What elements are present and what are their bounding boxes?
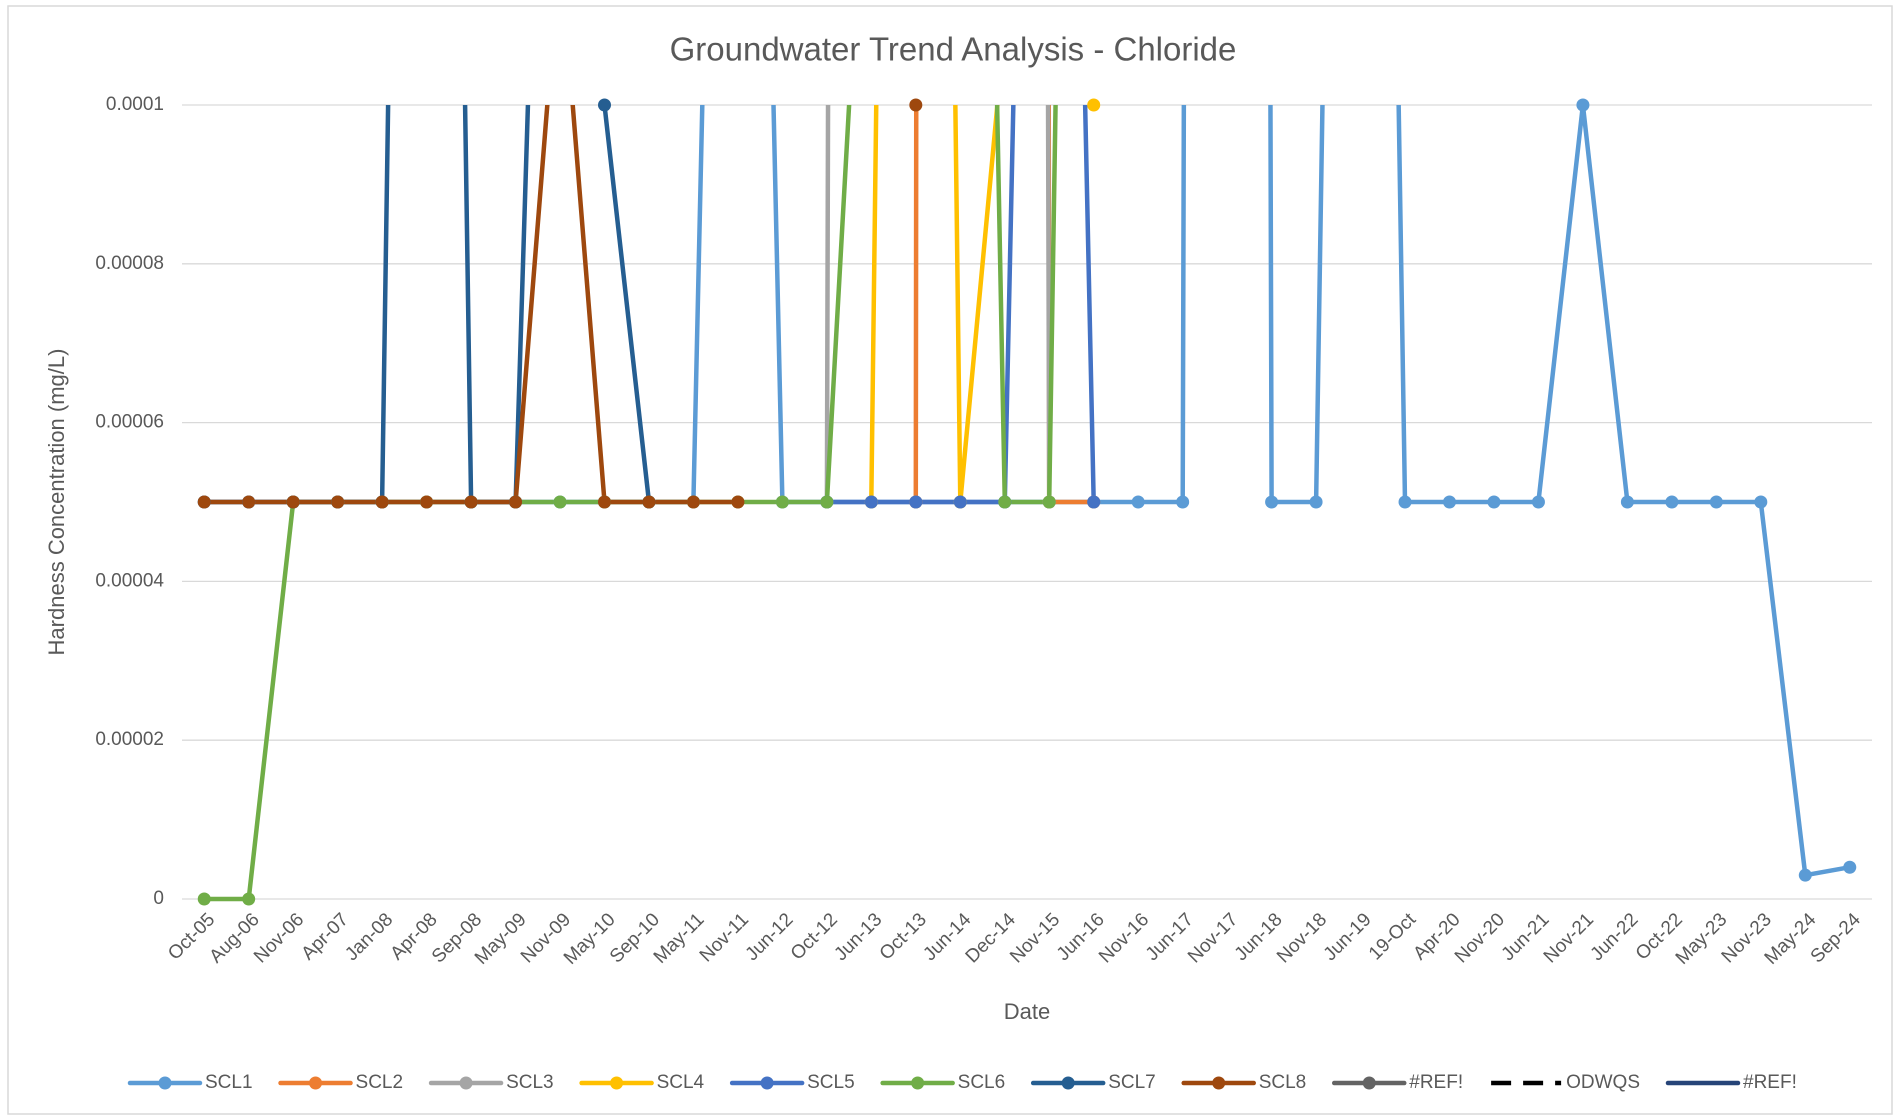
data-point	[1042, 495, 1056, 509]
data-point	[1798, 868, 1812, 882]
data-point	[509, 495, 523, 509]
legend-item: SCL4	[579, 1072, 705, 1093]
data-point	[1665, 495, 1679, 509]
data-point	[1843, 860, 1857, 874]
y-axis-title: Hardness Concentration (mg/L)	[44, 349, 69, 656]
legend-label: SCL1	[205, 1072, 253, 1093]
data-point	[731, 495, 745, 509]
data-point	[197, 892, 211, 906]
chart-border	[7, 5, 1893, 1115]
y-tick-label: 0.00008	[95, 253, 164, 274]
legend-label: SCL2	[356, 1072, 404, 1093]
data-point	[1398, 495, 1412, 509]
data-point	[375, 495, 389, 509]
y-tick-label: 0.00004	[95, 570, 164, 591]
legend-label: SCL7	[1108, 1072, 1156, 1093]
data-point	[464, 495, 478, 509]
legend-marker	[1362, 1076, 1376, 1090]
data-point	[1531, 495, 1545, 509]
legend-item: #REF!	[1665, 1072, 1797, 1093]
legend-label: SCL8	[1259, 1072, 1307, 1093]
legend-item: SCL7	[1030, 1072, 1156, 1093]
legend-marker	[158, 1076, 172, 1090]
legend-item: SCL3	[428, 1072, 554, 1093]
data-point	[909, 495, 923, 509]
data-point	[1265, 495, 1279, 509]
legend-label: SCL4	[657, 1072, 705, 1093]
legend: SCL1 SCL2 SCL3 SCL4 SCL5 SCL6 SCL7 SCL8 #REF! ODW…	[127, 1072, 1797, 1093]
chart-title: Groundwater Trend Analysis - Chloride	[670, 31, 1237, 68]
data-point	[242, 892, 256, 906]
data-point	[1309, 495, 1323, 509]
data-point	[998, 495, 1012, 509]
data-point	[642, 495, 656, 509]
legend-label: SCL6	[958, 1072, 1006, 1093]
data-point	[1131, 495, 1145, 509]
data-point	[1443, 495, 1456, 509]
data-point	[820, 495, 834, 509]
series-line	[913, 105, 1096, 505]
legend-item: ODWQS	[1491, 1072, 1640, 1093]
legend-item: SCL1	[127, 1072, 253, 1093]
legend-label: ODWQS	[1566, 1072, 1640, 1093]
data-point	[1709, 495, 1723, 509]
data-point	[1176, 495, 1190, 509]
legend-label: SCL3	[506, 1072, 554, 1093]
legend-item: #REF!	[1332, 1072, 1463, 1093]
data-point	[331, 495, 345, 509]
data-point	[686, 495, 700, 509]
data-point	[909, 98, 923, 112]
data-point	[242, 495, 256, 509]
data-point	[553, 495, 567, 509]
data-point	[1576, 98, 1590, 112]
legend-item: SCL2	[278, 1072, 404, 1093]
legend-marker	[1061, 1076, 1075, 1090]
legend-marker	[760, 1076, 774, 1090]
legend-label: SCL5	[807, 1072, 855, 1093]
data-point	[197, 495, 211, 509]
data-point	[420, 495, 434, 509]
series-line	[201, 105, 652, 505]
legend-marker	[1212, 1076, 1226, 1090]
data-point	[864, 495, 878, 509]
data-point	[1087, 98, 1101, 112]
markers	[197, 98, 1857, 906]
data-point	[598, 495, 611, 509]
grid: 0 0.00002 0.00004 0.00006 0.00008 0.0001	[95, 94, 1872, 909]
data-point	[775, 495, 789, 509]
legend-marker	[459, 1076, 473, 1090]
y-tick-label: 0	[153, 888, 164, 909]
data-point	[1754, 495, 1768, 509]
legend-marker	[309, 1076, 323, 1090]
legend-item: SCL8	[1181, 1072, 1307, 1093]
data-point	[953, 495, 967, 509]
legend-marker	[911, 1076, 925, 1090]
data-point	[1087, 495, 1101, 509]
legend-item: SCL6	[880, 1072, 1006, 1093]
data-point	[1487, 495, 1501, 509]
data-point	[1620, 495, 1634, 509]
legend-item: SCL5	[729, 1072, 855, 1093]
legend-marker	[610, 1076, 624, 1090]
y-tick-label: 0.00002	[95, 729, 164, 750]
y-tick-label: 0.00006	[95, 412, 164, 433]
data-point	[286, 495, 300, 509]
legend-label: #REF!	[1409, 1072, 1463, 1093]
data-point	[598, 98, 611, 112]
x-axis-title: Date	[1004, 999, 1050, 1024]
legend-label: #REF!	[1743, 1072, 1797, 1093]
y-tick-label: 0.0001	[106, 94, 164, 115]
